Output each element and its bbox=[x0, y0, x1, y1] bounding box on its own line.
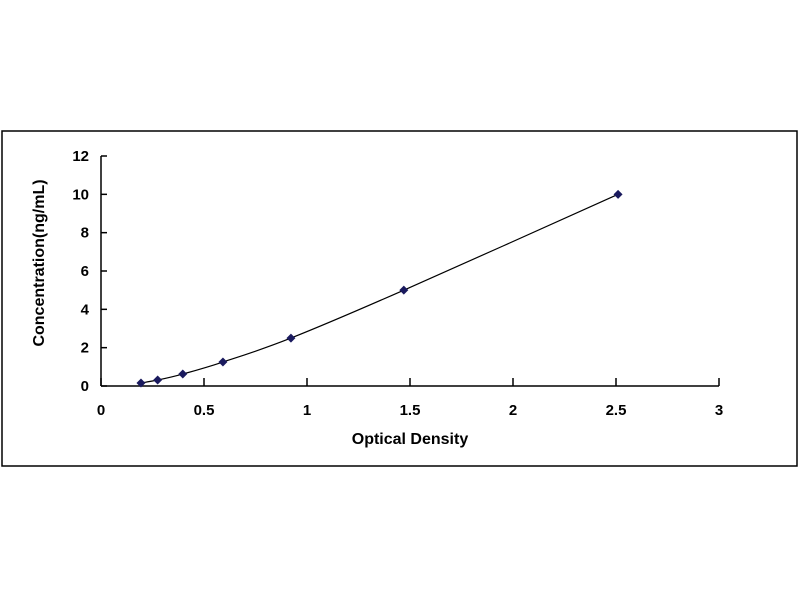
x-tick-label: 0 bbox=[97, 402, 105, 419]
x-axis-title: Optical Density bbox=[352, 431, 469, 448]
chart-frame bbox=[1, 130, 798, 467]
data-point-marker bbox=[153, 375, 163, 385]
data-point-marker bbox=[178, 369, 188, 379]
y-axis-title: Concentration(ng/mL) bbox=[31, 179, 48, 346]
x-tick-label: 3 bbox=[715, 402, 723, 419]
x-tick-labels: 0 0.5 1 1.5 2 2.5 3 bbox=[97, 402, 723, 419]
data-points bbox=[136, 189, 623, 388]
y-tick-label: 0 bbox=[81, 378, 89, 395]
x-tick-label: 1.5 bbox=[400, 402, 421, 419]
data-point-marker bbox=[218, 357, 228, 367]
y-tick-label: 8 bbox=[81, 225, 89, 242]
axes bbox=[100, 155, 720, 387]
y-tick-label: 10 bbox=[72, 186, 89, 203]
y-tick-labels: 0 2 4 6 8 10 12 bbox=[72, 148, 89, 395]
data-point-marker bbox=[286, 333, 296, 343]
x-tick-label: 2.5 bbox=[606, 402, 627, 419]
x-tick-label: 1 bbox=[303, 402, 311, 419]
data-point-marker bbox=[136, 378, 146, 388]
x-tick-label: 0.5 bbox=[194, 402, 215, 419]
x-tick-label: 2 bbox=[509, 402, 517, 419]
data-point-marker bbox=[613, 189, 623, 199]
data-point-marker bbox=[399, 285, 409, 295]
y-tick-label: 6 bbox=[81, 263, 89, 280]
y-tick-label: 2 bbox=[81, 340, 89, 357]
y-tick-label: 4 bbox=[81, 301, 90, 318]
y-tick-label: 12 bbox=[72, 148, 89, 165]
